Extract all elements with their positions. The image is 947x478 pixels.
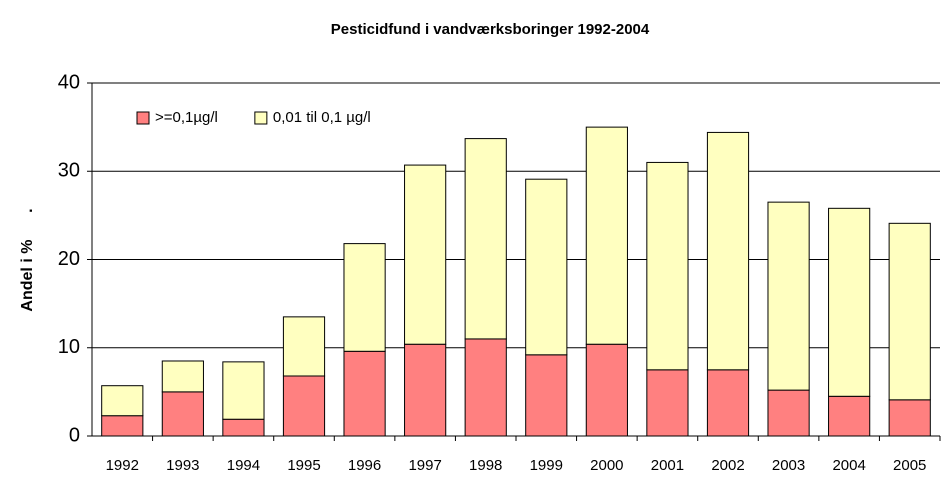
bar-segment: [222, 418, 265, 437]
legend-swatch: [254, 111, 268, 125]
chart-title: Pesticidfund i vandværksboringer 1992-20…: [331, 21, 650, 38]
bar-segment: [464, 338, 507, 437]
x-tick-label: 1997: [408, 457, 441, 473]
x-tick-label: 2001: [651, 457, 684, 473]
bar-segment: [585, 126, 628, 345]
x-tick-label: 1996: [348, 457, 381, 473]
bar-segment: [888, 222, 931, 401]
bar-segment: [282, 316, 326, 377]
y-tick-label: 0: [69, 424, 80, 446]
y-tick-label: 40: [58, 71, 80, 93]
x-tick-label: 2005: [893, 457, 926, 473]
bar-segment: [646, 369, 689, 437]
bar-segment: [101, 415, 144, 437]
bar-segment: [646, 161, 689, 371]
bar-segment: [828, 207, 871, 397]
x-tick-label: 1995: [287, 457, 320, 473]
y-axis-label: Andel i % .: [19, 208, 36, 311]
bar-segment: [585, 343, 628, 437]
x-tick-label: 1999: [530, 457, 563, 473]
bar-segment: [828, 395, 871, 437]
bar-segment: [525, 178, 568, 356]
x-tick-label: 2000: [590, 457, 623, 473]
bar-segment: [767, 389, 810, 437]
bar-segment: [161, 391, 204, 437]
legend-swatch: [136, 111, 150, 125]
bar-segment: [282, 375, 326, 437]
bar-segment: [222, 361, 265, 420]
bar-segment: [343, 243, 386, 352]
bar-segment: [706, 369, 750, 437]
bar-segment: [101, 385, 144, 417]
legend-label: >=0,1µg/l: [155, 109, 218, 126]
y-tick-label: 30: [58, 160, 80, 182]
bar-segment: [404, 343, 447, 437]
y-tick-label: 20: [58, 248, 80, 270]
bar-segment: [343, 350, 386, 437]
x-tick-label: 1998: [469, 457, 502, 473]
bar-segment: [161, 360, 204, 393]
x-tick-label: 2004: [832, 457, 865, 473]
bar-segment: [464, 138, 507, 340]
bar-segment: [767, 201, 810, 391]
bar-segment: [404, 164, 447, 345]
x-tick-label: 2002: [711, 457, 744, 473]
x-tick-label: 1992: [106, 457, 139, 473]
bar-segment: [706, 131, 750, 371]
x-tick-label: 2003: [772, 457, 805, 473]
bar-segment: [525, 354, 568, 437]
x-tick-label: 1994: [227, 457, 260, 473]
y-tick-label: 10: [58, 336, 80, 358]
x-tick-label: 1993: [166, 457, 199, 473]
legend-label: 0,01 til 0,1 µg/l: [273, 109, 371, 126]
bar-segment: [888, 399, 931, 437]
